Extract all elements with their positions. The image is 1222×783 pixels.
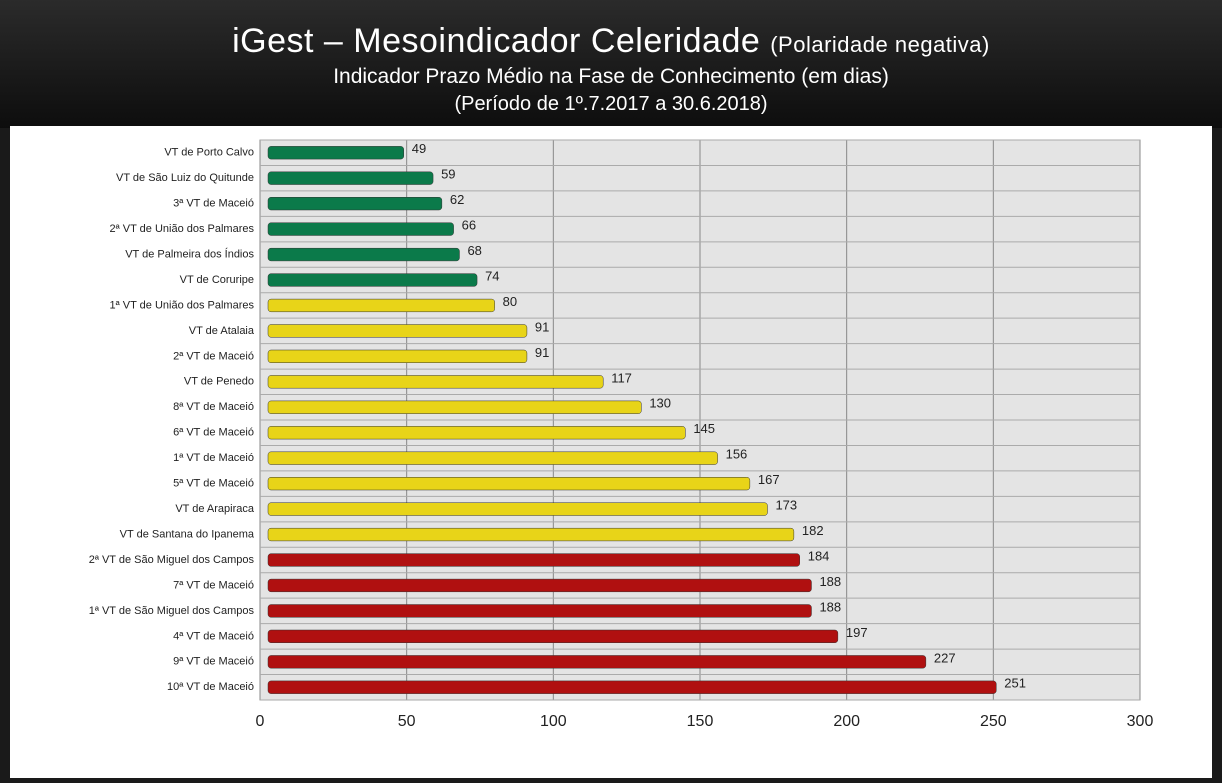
bar bbox=[267, 222, 454, 236]
bar bbox=[267, 273, 478, 287]
bar bbox=[267, 655, 927, 669]
bar bbox=[267, 578, 812, 593]
value-label: 227 bbox=[934, 650, 956, 665]
y-tick-label: 1ª VT de Maceió bbox=[173, 452, 254, 464]
x-tick-label: 200 bbox=[833, 713, 860, 730]
y-tick-label: VT de Penedo bbox=[184, 376, 254, 388]
value-label: 49 bbox=[412, 141, 426, 156]
y-tick-label: 7ª VT de Maceió bbox=[173, 579, 254, 591]
y-tick-label: 1ª VT de São Miguel dos Campos bbox=[89, 605, 255, 617]
bar bbox=[267, 553, 800, 567]
bar bbox=[267, 604, 812, 618]
bar bbox=[267, 527, 795, 542]
value-label: 74 bbox=[485, 268, 499, 283]
value-label: 66 bbox=[462, 218, 476, 233]
y-tick-label: VT de Coruripe bbox=[180, 274, 254, 286]
y-tick-label: 5ª VT de Maceió bbox=[173, 478, 254, 490]
value-label: 68 bbox=[467, 243, 481, 258]
y-tick-label: 3ª VT de Maceió bbox=[173, 198, 254, 210]
value-label: 167 bbox=[758, 472, 780, 487]
bar bbox=[267, 349, 528, 363]
y-tick-label: 2ª VT de Maceió bbox=[173, 350, 254, 362]
bar bbox=[267, 502, 768, 516]
y-tick-label: VT de Arapiraca bbox=[175, 503, 255, 515]
y-tick-label: 4ª VT de Maceió bbox=[173, 630, 254, 642]
x-tick-label: 50 bbox=[398, 713, 416, 730]
x-tick-label: 250 bbox=[980, 713, 1007, 730]
value-label: 156 bbox=[726, 447, 748, 462]
y-tick-label: 6ª VT de Maceió bbox=[173, 427, 254, 439]
bar bbox=[267, 426, 686, 440]
bar bbox=[267, 324, 528, 338]
bar bbox=[267, 146, 404, 160]
value-label: 188 bbox=[819, 574, 841, 589]
x-tick-label: 300 bbox=[1127, 713, 1154, 730]
x-tick-label: 0 bbox=[256, 713, 265, 730]
y-tick-label: 2ª VT de União dos Palmares bbox=[110, 223, 255, 235]
chart-title: iGest – Mesoindicador Celeridade bbox=[232, 22, 761, 60]
y-tick-label: 8ª VT de Maceió bbox=[173, 401, 254, 413]
y-tick-label: VT de Santana do Ipanema bbox=[120, 528, 255, 540]
bar bbox=[267, 629, 839, 643]
value-label: 80 bbox=[503, 294, 517, 309]
value-label: 59 bbox=[441, 167, 455, 182]
bar bbox=[267, 247, 460, 262]
x-tick-label: 100 bbox=[540, 713, 567, 730]
y-tick-label: VT de Atalaia bbox=[189, 325, 255, 337]
bar bbox=[267, 400, 642, 414]
title-note: (Polaridade negativa) bbox=[770, 32, 990, 57]
y-tick-label: 9ª VT de Maceió bbox=[173, 656, 254, 668]
bar bbox=[267, 197, 443, 211]
value-label: 197 bbox=[846, 625, 868, 640]
subtitle: Indicador Prazo Médio na Fase de Conheci… bbox=[333, 65, 889, 88]
value-label: 117 bbox=[611, 370, 632, 385]
y-tick-label: 10ª VT de Maceió bbox=[167, 681, 254, 693]
y-tick-label: VT de Porto Calvo bbox=[164, 147, 254, 159]
header: iGest – Mesoindicador Celeridade (Polari… bbox=[0, 0, 1222, 128]
value-label: 62 bbox=[450, 192, 464, 207]
bar bbox=[267, 375, 604, 389]
chart: 0 50 100 150 200 250 300 VT de Porto Calvo 49 VT … bbox=[89, 139, 1154, 730]
chart-frame: 0 50 100 150 200 250 300 VT de Porto Calvo 49 VT … bbox=[10, 126, 1212, 778]
value-label: 145 bbox=[693, 421, 715, 436]
y-tick-label: 1ª VT de União dos Palmares bbox=[110, 299, 255, 311]
y-tick-label: VT de São Luiz do Quitunde bbox=[116, 172, 254, 184]
title-line: iGest – Mesoindicador Celeridade (Polari… bbox=[0, 22, 1222, 61]
value-label: 184 bbox=[808, 548, 830, 563]
x-tick-label: 150 bbox=[687, 713, 714, 730]
bar bbox=[267, 171, 434, 185]
bar bbox=[267, 680, 997, 694]
bar bbox=[267, 298, 495, 313]
value-label: 91 bbox=[535, 345, 549, 360]
value-label: 251 bbox=[1004, 676, 1026, 691]
y-tick-label: 2ª VT de São Miguel dos Campos bbox=[89, 554, 255, 566]
period: (Período de 1º.7.2017 a 30.6.2018) bbox=[454, 93, 768, 115]
y-tick-label: VT de Palmeira dos Índios bbox=[125, 247, 254, 260]
value-label: 182 bbox=[802, 523, 824, 538]
value-label: 91 bbox=[535, 319, 549, 334]
value-label: 188 bbox=[819, 599, 841, 614]
value-label: 173 bbox=[775, 498, 797, 513]
bar bbox=[267, 451, 718, 465]
value-label: 130 bbox=[649, 396, 671, 411]
bar bbox=[267, 477, 751, 491]
